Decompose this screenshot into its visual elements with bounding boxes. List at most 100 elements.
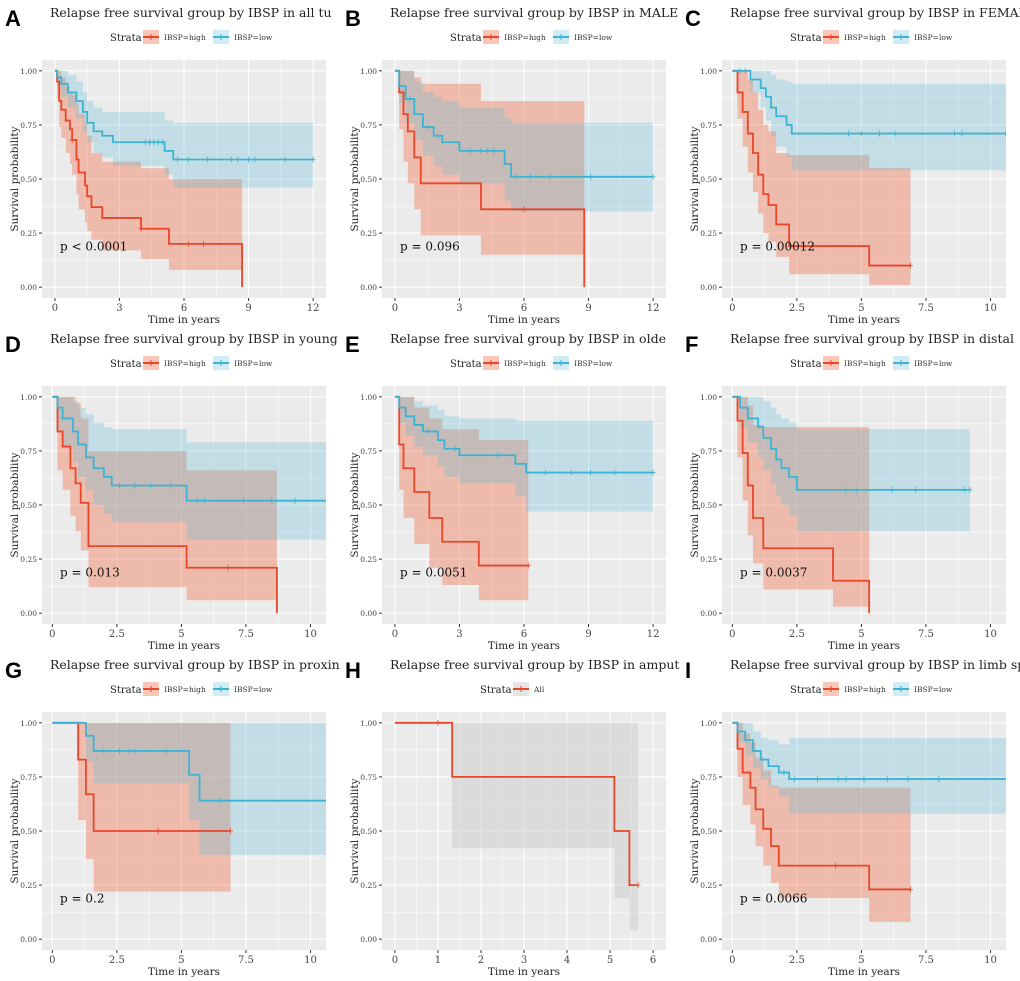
- confidence-band-segment: [737, 70, 743, 119]
- chart-title: Relapse free survival group by IBSP in M…: [390, 5, 678, 20]
- confidence-band-segment: [771, 407, 777, 484]
- legend: Strata IBSP=high IBSP=low: [110, 30, 273, 44]
- confidence-band-segment: [745, 722, 753, 756]
- x-tick-label: 2.5: [789, 303, 805, 314]
- y-tick-label: 0.75: [20, 121, 37, 130]
- confidence-band-segment: [78, 407, 86, 477]
- confidence-band-segment: [186, 442, 326, 540]
- y-tick-label: 1.00: [700, 393, 717, 402]
- confidence-band-segment: [75, 403, 81, 531]
- x-tick-label: 0: [392, 629, 398, 640]
- x-tick-label: 9: [585, 629, 591, 640]
- legend-label: IBSP=high: [164, 33, 206, 42]
- x-tick-label: 5: [858, 629, 864, 640]
- p-value-label: p = 0.096: [400, 239, 460, 253]
- km-plot-svg: A Relapse free survival group by IBSP in …: [5, 5, 332, 326]
- confidence-band-segment: [480, 101, 585, 255]
- y-tick-label: 0.75: [20, 773, 37, 782]
- legend-label: IBSP=low: [914, 359, 953, 368]
- y-axis-label: Survival probability: [9, 778, 21, 883]
- survival-curve-ibsp-low: [394, 395, 654, 474]
- confidence-band-segment: [776, 153, 790, 257]
- y-tick-label: 1.00: [20, 393, 37, 402]
- y-tick-label: 0.75: [360, 447, 377, 456]
- x-tick-label: 10: [304, 629, 317, 640]
- confidence-band-segment: [422, 92, 434, 156]
- y-tick-label: 0.50: [700, 175, 717, 184]
- panel-letter: A: [5, 6, 21, 31]
- confidence-band-segment: [111, 429, 187, 523]
- x-tick-label: 5: [858, 955, 864, 966]
- confidence-band-segment: [478, 440, 529, 601]
- confidence-band-segment: [742, 396, 748, 501]
- legend-title: Strata: [110, 359, 142, 370]
- survival-curve-ibsp-low: [52, 395, 326, 502]
- panel-letter: I: [685, 658, 691, 683]
- x-tick-label: 5: [178, 955, 184, 966]
- survival-curve-all: [394, 721, 639, 886]
- confidence-band-segment: [789, 737, 1006, 814]
- x-tick-label: 6: [650, 955, 656, 966]
- confidence-band-segment: [740, 396, 748, 428]
- km-panel-b: B Relapse free survival group by IBSP in …: [340, 0, 680, 327]
- confidence-band-segment: [87, 135, 92, 231]
- x-tick-label: 0: [392, 955, 398, 966]
- x-axis-label: Time in years: [488, 966, 560, 978]
- survival-curve-ibsp-low: [54, 69, 314, 161]
- y-axis-label: Survival probability: [349, 126, 361, 231]
- x-tick-label: 0: [49, 955, 55, 966]
- x-tick-label: 0: [392, 303, 398, 314]
- confidence-band-segment: [750, 742, 756, 825]
- legend-label: IBSP=low: [234, 33, 273, 42]
- x-tick-label: 7.5: [918, 303, 934, 314]
- x-tick-label: 12: [647, 303, 660, 314]
- confidence-band-segment: [76, 103, 79, 195]
- y-tick-label: 0.75: [700, 773, 717, 782]
- confidence-band-segment: [57, 396, 63, 471]
- y-tick-label: 0.00: [360, 935, 377, 944]
- x-axis-label: Time in years: [148, 966, 220, 978]
- confidence-band-segment: [420, 83, 481, 236]
- y-tick-label: 1.00: [20, 67, 37, 76]
- x-tick-label: 1: [435, 955, 441, 966]
- x-axis-label: Time in years: [148, 640, 220, 652]
- confidence-band-segment: [93, 722, 190, 784]
- confidence-band-segment: [399, 70, 406, 104]
- legend-title: Strata: [450, 359, 482, 370]
- survival-curve-ibsp-high: [52, 721, 231, 832]
- x-tick-label: 2.5: [789, 955, 805, 966]
- confidence-band-segment: [768, 740, 779, 788]
- y-tick-label: 0.75: [700, 447, 717, 456]
- y-tick-label: 0.00: [700, 609, 717, 618]
- confidence-band-segment: [57, 396, 63, 430]
- chart-title: Relapse free survival group by IBSP in o…: [390, 331, 666, 346]
- y-axis-label: Survival probability: [9, 126, 21, 231]
- confidence-band-segment: [614, 722, 630, 899]
- confidence-band-segment: [737, 722, 743, 777]
- confidence-band-segment: [91, 153, 103, 240]
- km-plot-svg: F Relapse free survival group by IBSP in …: [685, 331, 1014, 652]
- panel-letter: H: [345, 658, 361, 683]
- legend: Strata IBSP=high IBSP=low: [790, 356, 953, 370]
- confidence-band-segment: [760, 737, 769, 780]
- y-tick-label: 0.75: [360, 773, 377, 782]
- confidence-band-segment: [776, 79, 787, 147]
- confidence-band-segment: [403, 396, 415, 518]
- km-panel-e: E Relapse free survival group by IBSP in …: [340, 326, 680, 653]
- confidence-band-segment: [57, 70, 62, 86]
- y-tick-label: 0.25: [360, 555, 377, 564]
- confidence-band-segment: [742, 70, 748, 147]
- y-tick-label: 0.50: [360, 175, 377, 184]
- confidence-band-segment: [459, 418, 516, 484]
- confidence-band-segment: [422, 405, 438, 456]
- legend-label: IBSP=low: [914, 33, 953, 42]
- confidence-band-segment: [747, 79, 753, 173]
- x-tick-label: 3: [116, 303, 122, 314]
- confidence-band-segment: [511, 122, 654, 212]
- y-tick-label: 0.25: [700, 881, 717, 890]
- legend-title: Strata: [450, 33, 482, 44]
- chart-title: Relapse free survival group by IBSP in l…: [730, 657, 1020, 672]
- survival-curve-ibsp-high: [52, 395, 278, 614]
- y-axis-label: Survival probability: [689, 126, 701, 231]
